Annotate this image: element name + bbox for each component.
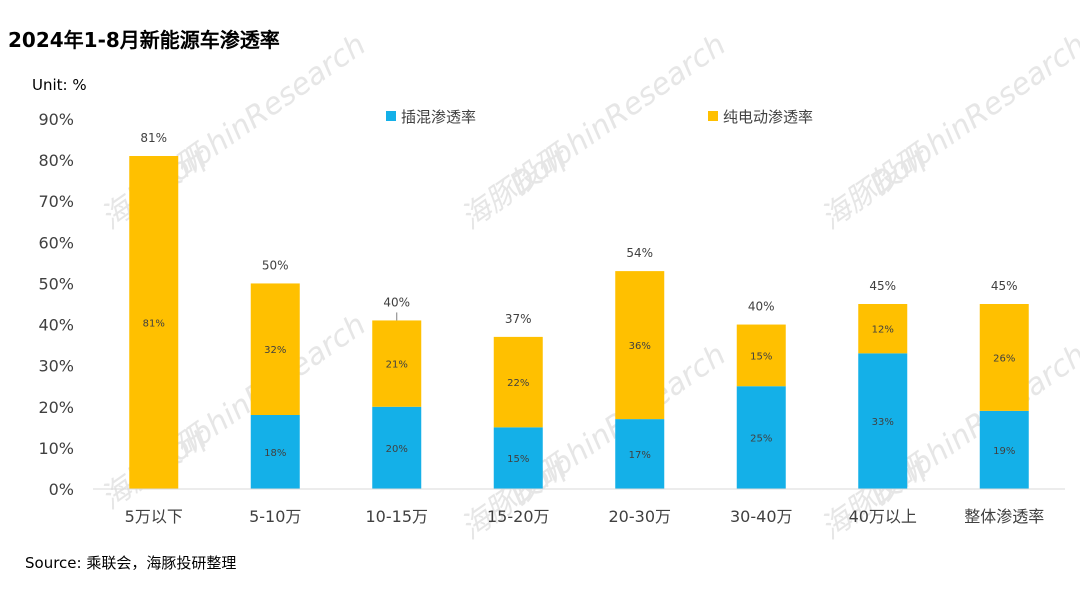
segment-label: 32% — [264, 345, 286, 356]
y-tick-label: 0% — [49, 480, 74, 499]
bar-phev — [615, 419, 665, 489]
legend-label: 插混渗透率 — [401, 108, 476, 126]
bar-bev — [858, 304, 908, 354]
y-tick-label: 40% — [38, 316, 74, 335]
segment-label: 25% — [750, 434, 772, 445]
y-axis: 0% 10% 20% 30% 40% 50% 60% 70% 80% 90% — [38, 110, 74, 499]
x-tick-label: 5-10万 — [249, 507, 301, 526]
bar-phev — [493, 427, 543, 489]
segment-label: 12% — [872, 325, 894, 336]
x-tick-label: 30-40万 — [730, 507, 793, 526]
total-label: 45% — [869, 279, 896, 293]
bar-phev — [736, 386, 786, 489]
y-tick-label: 70% — [38, 192, 74, 211]
total-label: 45% — [991, 279, 1018, 293]
segment-label: 22% — [507, 378, 529, 389]
total-label: 50% — [262, 258, 289, 272]
bar-bev — [493, 336, 543, 428]
x-tick-label: 20-30万 — [609, 507, 672, 526]
watermark-en: DolphinResearch — [864, 27, 1080, 202]
segment-label: 15% — [507, 454, 529, 465]
segment-label: 15% — [750, 351, 772, 362]
x-axis: 5万以下 5-10万 10-15万 15-20万 20-30万 30-40万 40万以上 整体… — [93, 488, 1065, 526]
bar-group: 25% 15% 40% — [736, 300, 786, 489]
watermark-layer: 海豚投研DolphinResearch海豚投研DolphinResearch海豚… — [95, 27, 1080, 546]
bar-phev — [372, 406, 422, 489]
bars: 81% 81% 18% 32% 50% 20% 21% 40% 15% 22% 37% 17% 36% 5… — [129, 131, 1029, 489]
total-label: 37% — [505, 312, 532, 326]
unit-label: Unit: % — [32, 76, 87, 94]
bar-bev — [736, 324, 786, 387]
y-tick-label: 90% — [38, 110, 74, 129]
y-tick-label: 50% — [38, 274, 74, 293]
bar-group: 33% 12% 45% — [858, 279, 908, 489]
bar-group: 17% 36% 54% — [615, 246, 665, 489]
bar-bev — [250, 283, 300, 415]
y-tick-label: 60% — [38, 233, 74, 252]
segment-label: 21% — [386, 360, 408, 371]
y-tick-label: 80% — [38, 151, 74, 170]
segment-label: 20% — [386, 444, 408, 455]
bar-group: 15% 22% 37% — [493, 312, 543, 489]
bar-phev — [979, 410, 1029, 489]
segment-label: 26% — [993, 353, 1015, 364]
total-label: 54% — [626, 246, 653, 260]
bar-bev — [129, 156, 179, 489]
total-label: 81% — [140, 131, 167, 145]
watermark-en: DolphinResearch — [504, 27, 733, 202]
total-label: 40% — [383, 295, 410, 309]
bar-phev — [858, 353, 908, 489]
bar-bev — [615, 271, 665, 420]
segment-label: 19% — [993, 446, 1015, 457]
bar-group: 19% 26% 45% — [979, 279, 1029, 489]
bar-bev — [979, 304, 1029, 411]
bar-group: 81% 81% — [129, 131, 179, 489]
total-label: 40% — [748, 300, 775, 314]
legend-swatch — [708, 111, 718, 121]
bar-group: 20% 21% 40% — [372, 295, 422, 489]
legend-label: 纯电动渗透率 — [723, 108, 813, 126]
x-tick-label: 15-20万 — [487, 507, 550, 526]
bar-phev — [250, 415, 300, 489]
legend-item: 纯电动渗透率 — [708, 108, 813, 126]
segment-label: 18% — [264, 448, 286, 459]
legend-item: 插混渗透率 — [386, 108, 476, 126]
x-tick-label: 5万以下 — [125, 507, 183, 526]
source-note: Source: 乘联会，海豚投研整理 — [25, 554, 236, 572]
segment-label: 36% — [629, 341, 651, 352]
legend: 插混渗透率 纯电动渗透率 — [386, 108, 813, 126]
x-tick-label: 整体渗透率 — [964, 507, 1044, 526]
legend-swatch — [386, 111, 396, 121]
x-tick-label: 40万以上 — [849, 507, 917, 526]
chart-title: 2024年1-8月新能源车渗透率 — [8, 28, 280, 52]
bar-bev — [372, 320, 422, 407]
segment-label: 17% — [629, 450, 651, 461]
y-tick-label: 10% — [38, 439, 74, 458]
segment-label: 81% — [143, 319, 165, 330]
y-tick-label: 20% — [38, 398, 74, 417]
bar-group: 18% 32% 50% — [250, 258, 300, 489]
y-tick-label: 30% — [38, 357, 74, 376]
segment-label: 33% — [872, 417, 894, 428]
x-tick-label: 10-15万 — [366, 507, 429, 526]
